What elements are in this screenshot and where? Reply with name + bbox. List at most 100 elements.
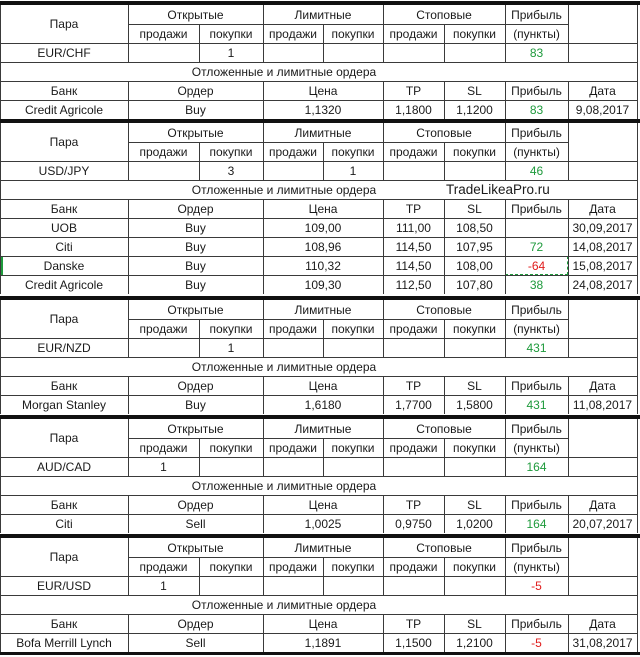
- order-profit[interactable]: 164: [526, 516, 547, 531]
- stop-buys-header[interactable]: покупки: [452, 144, 496, 159]
- open-buys-header[interactable]: покупки: [209, 26, 253, 41]
- profit-header[interactable]: Прибыль: [511, 125, 562, 140]
- order-tp[interactable]: 111,00: [396, 220, 431, 235]
- order-profit[interactable]: [505, 218, 568, 237]
- limit-buys-header[interactable]: покупки: [331, 440, 375, 455]
- order-sl[interactable]: 1,0200: [456, 516, 493, 531]
- order-profit[interactable]: 431: [526, 397, 547, 412]
- open-header[interactable]: Открытые: [167, 302, 224, 317]
- limit-buys-count[interactable]: [323, 43, 383, 62]
- stop-header[interactable]: Стоповые: [416, 540, 472, 555]
- price-header[interactable]: Цена: [308, 201, 338, 216]
- order-date[interactable]: 11,08,2017: [572, 397, 633, 412]
- order-date[interactable]: 31,08,2017: [572, 635, 633, 650]
- limit-header[interactable]: Лимитные: [294, 125, 352, 140]
- date-header[interactable]: Дата: [589, 378, 616, 393]
- order-price[interactable]: 1,1320: [304, 102, 342, 117]
- order-profit-header[interactable]: Прибыль: [511, 201, 562, 216]
- order-profit-header[interactable]: Прибыль: [511, 378, 562, 393]
- limit-sells-header[interactable]: продажи: [269, 440, 317, 455]
- limit-buys-count[interactable]: 1: [349, 163, 357, 178]
- stop-header[interactable]: Стоповые: [416, 125, 472, 140]
- points-header[interactable]: (пункты): [513, 321, 560, 336]
- open-header[interactable]: Открытые: [167, 421, 224, 436]
- limit-buys-count[interactable]: [323, 338, 383, 357]
- points-header[interactable]: (пункты): [513, 144, 560, 159]
- pending-orders-title[interactable]: Отложенные и лимитные ордера: [191, 478, 377, 493]
- price-header[interactable]: Цена: [308, 83, 338, 98]
- pair-name[interactable]: EUR/CHF: [37, 45, 91, 60]
- order-tp[interactable]: 114,50: [395, 258, 432, 273]
- stop-buys-count[interactable]: [444, 338, 505, 357]
- order-profit[interactable]: 83: [529, 102, 544, 117]
- stop-buys-count[interactable]: [444, 576, 505, 595]
- pair-header[interactable]: Пара: [49, 550, 79, 564]
- limit-header[interactable]: Лимитные: [294, 540, 352, 555]
- stop-sells-count[interactable]: [383, 161, 444, 180]
- stop-buys-header[interactable]: покупки: [452, 440, 496, 455]
- open-sells-header[interactable]: продажи: [139, 440, 188, 455]
- order-bank[interactable]: Citi: [55, 516, 73, 531]
- limit-sells-count[interactable]: [263, 457, 323, 476]
- pair-name[interactable]: AUD/CAD: [36, 459, 91, 474]
- order-date[interactable]: 14,08,2017: [572, 239, 633, 254]
- limit-buys-count[interactable]: [323, 457, 383, 476]
- profit-header[interactable]: Прибыль: [511, 421, 562, 436]
- order-sl[interactable]: 107,80: [456, 277, 493, 292]
- order-bank[interactable]: Danske: [43, 258, 85, 273]
- limit-sells-count[interactable]: [263, 338, 323, 357]
- sl-header[interactable]: SL: [467, 83, 482, 98]
- pair-profit[interactable]: 164: [526, 459, 547, 474]
- order-tp[interactable]: 0,9750: [395, 516, 432, 531]
- pair-name[interactable]: EUR/NZD: [37, 340, 91, 355]
- order-price[interactable]: 109,30: [304, 277, 342, 292]
- pending-orders-title[interactable]: Отложенные и лимитные ордера: [191, 597, 377, 612]
- open-header[interactable]: Открытые: [167, 125, 224, 140]
- tp-header[interactable]: TP: [405, 83, 422, 98]
- sl-header[interactable]: SL: [467, 201, 482, 216]
- order-profit[interactable]: 38: [529, 277, 544, 292]
- order-date[interactable]: 9,08,2017: [575, 102, 630, 117]
- order-side[interactable]: Buy: [185, 220, 206, 235]
- pair-profit[interactable]: -5: [531, 578, 542, 593]
- pair-profit[interactable]: 431: [526, 340, 547, 355]
- order-side[interactable]: Buy: [185, 397, 206, 412]
- order-price[interactable]: 1,6180: [304, 397, 342, 412]
- tp-header[interactable]: TP: [405, 378, 422, 393]
- limit-header[interactable]: Лимитные: [294, 421, 352, 436]
- order-tp[interactable]: 112,50: [395, 277, 432, 292]
- bank-header[interactable]: Банк: [50, 616, 78, 631]
- order-bank[interactable]: Citi: [55, 239, 73, 254]
- order-price[interactable]: 110,32: [305, 258, 341, 273]
- order-date[interactable]: 15,08,2017: [572, 258, 633, 273]
- tp-header[interactable]: TP: [405, 616, 422, 631]
- stop-buys-header[interactable]: покупки: [452, 321, 496, 336]
- open-buys-header[interactable]: покупки: [209, 440, 253, 455]
- pending-orders-title[interactable]: Отложенные и лимитные ордера: [191, 64, 377, 79]
- open-buys-count[interactable]: 3: [227, 163, 235, 178]
- stop-header[interactable]: Стоповые: [416, 7, 472, 22]
- limit-sells-count[interactable]: [263, 576, 323, 595]
- stop-sells-header[interactable]: продажи: [389, 559, 438, 574]
- tp-header[interactable]: TP: [405, 201, 422, 216]
- stop-sells-header[interactable]: продажи: [389, 321, 438, 336]
- open-header[interactable]: Открытые: [167, 7, 224, 22]
- stop-header[interactable]: Стоповые: [416, 302, 472, 317]
- pending-orders-title[interactable]: Отложенные и лимитные ордера: [191, 182, 377, 197]
- limit-sells-count[interactable]: [263, 43, 323, 62]
- bank-header[interactable]: Банк: [50, 497, 78, 512]
- stop-sells-header[interactable]: продажи: [389, 26, 438, 41]
- limit-sells-header[interactable]: продажи: [269, 559, 317, 574]
- order-side[interactable]: Buy: [185, 258, 206, 273]
- pending-orders-title[interactable]: Отложенные и лимитные ордера: [191, 359, 377, 374]
- points-header[interactable]: (пункты): [513, 26, 560, 41]
- open-buys-header[interactable]: покупки: [209, 321, 253, 336]
- order-date[interactable]: 24,08,2017: [572, 277, 633, 292]
- profit-header[interactable]: Прибыль: [511, 540, 562, 555]
- open-buys-count[interactable]: [199, 457, 263, 476]
- limit-buys-count[interactable]: [323, 576, 383, 595]
- price-header[interactable]: Цена: [308, 378, 338, 393]
- limit-buys-header[interactable]: покупки: [331, 321, 375, 336]
- order-sl[interactable]: 108,00: [456, 258, 493, 273]
- stop-buys-count[interactable]: [444, 161, 505, 180]
